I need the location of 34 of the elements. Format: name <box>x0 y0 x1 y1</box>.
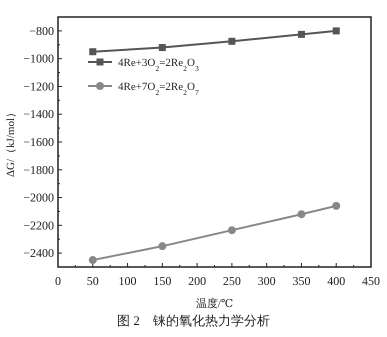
point <box>228 226 236 234</box>
y-tick-label: −1600 <box>23 135 54 149</box>
y-tick-label: −1800 <box>23 162 54 177</box>
y-tick-label: −2000 <box>23 190 54 205</box>
x-tick-label: 200 <box>188 274 206 288</box>
x-axis-title: 温度/℃ <box>196 297 234 310</box>
x-tick-label: 450 <box>362 274 380 288</box>
y-tick-label: −1000 <box>23 52 54 66</box>
y-tick-label: −800 <box>29 24 54 38</box>
point <box>228 38 236 45</box>
point <box>298 30 305 38</box>
caption: 图 2 铼的氧化热力学分析 <box>117 313 270 328</box>
y-tick-label: −1400 <box>23 107 54 122</box>
x-tick-label: 250 <box>222 274 241 288</box>
point <box>158 44 166 52</box>
legend-label: 4Re+7O$_{2}$=2Re$_{2}$O$_{7}$ <box>118 81 199 96</box>
y-tick-label: −2400 <box>23 246 54 260</box>
point <box>88 256 97 264</box>
x-tick-label: 150 <box>153 274 172 288</box>
x-tick-label: 0 <box>55 274 61 288</box>
y-tick-label: −2200 <box>23 218 54 232</box>
x-tick-label: 350 <box>292 274 310 288</box>
point <box>332 27 340 34</box>
point <box>89 48 96 56</box>
y-tick-label: −1200 <box>23 79 54 94</box>
y-axis-title: ΔG/（kJ/mol） <box>5 106 17 178</box>
point <box>297 210 306 218</box>
point <box>158 242 166 250</box>
legend-label: 4Re+3O$_{2}$=2Re$_{2}$O$_{3}$ <box>118 57 199 72</box>
x-tick-label: 50 <box>86 274 99 288</box>
point <box>332 202 340 210</box>
x-tick-label: 300 <box>258 274 276 288</box>
x-tick-label: 400 <box>327 274 346 288</box>
x-tick-label: 100 <box>118 274 137 288</box>
